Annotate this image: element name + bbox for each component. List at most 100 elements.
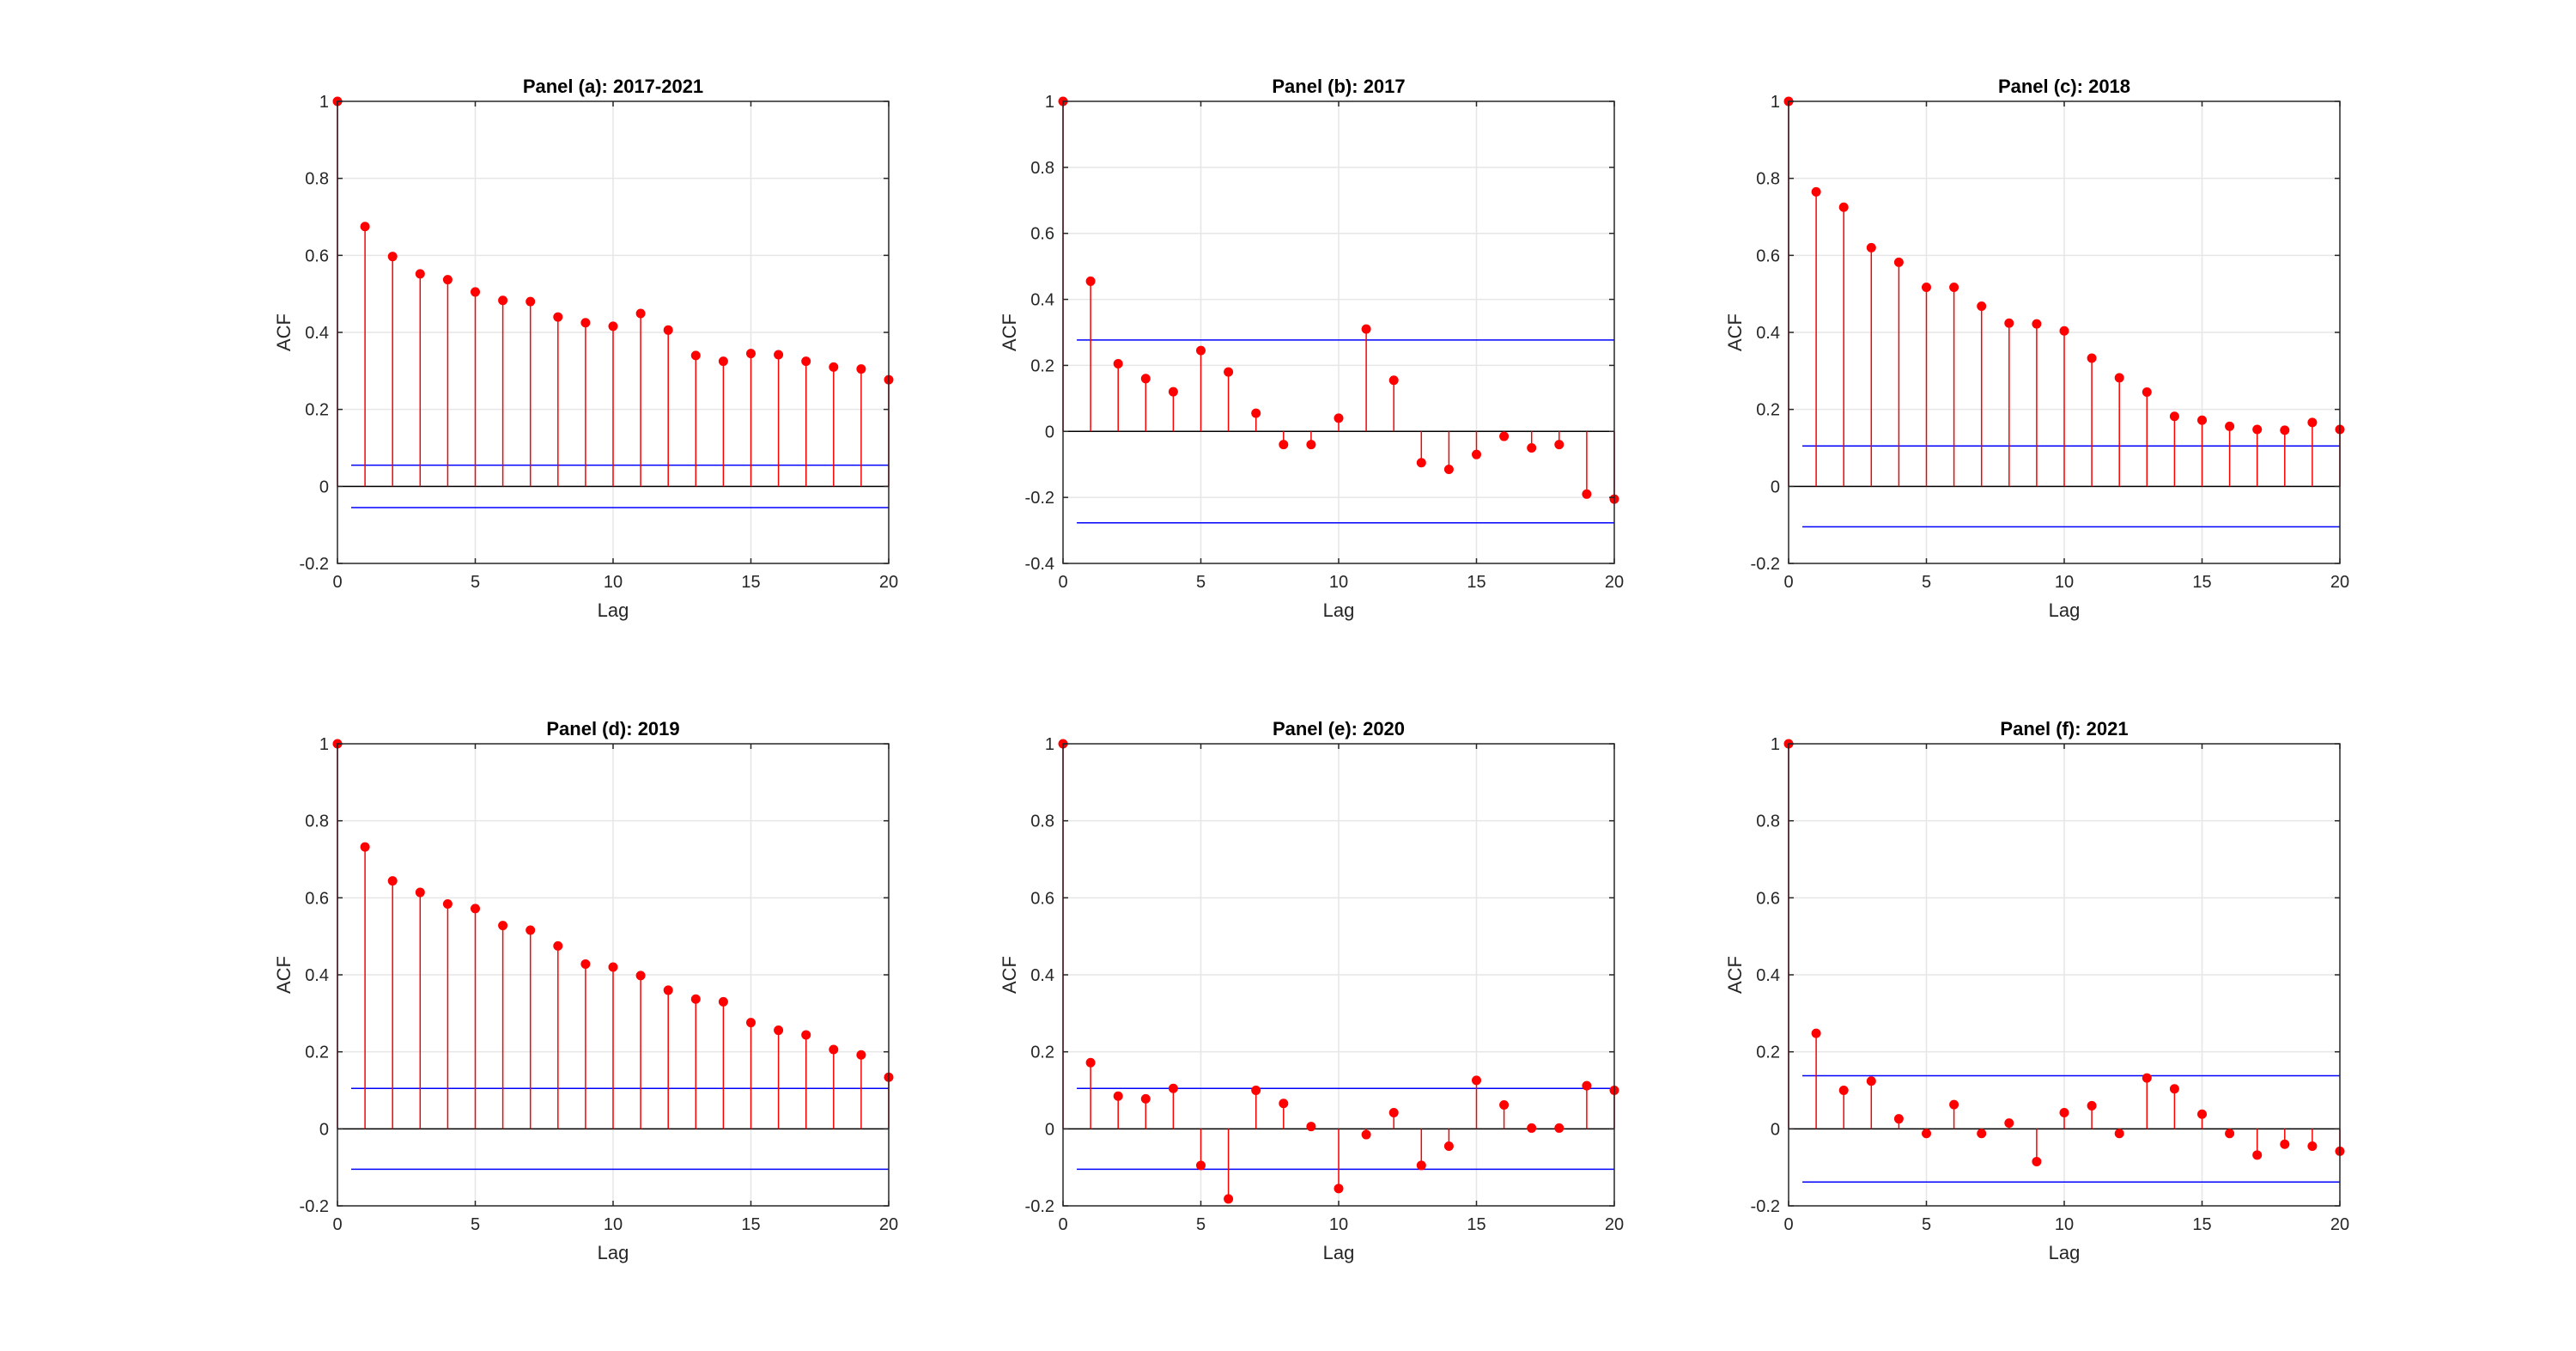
acf-marker — [1582, 1080, 1592, 1091]
panel-title: Panel (e): 2020 — [1273, 718, 1405, 739]
acf-marker — [2169, 1084, 2179, 1094]
acf-marker — [1582, 489, 1592, 499]
acf-marker — [2252, 424, 2263, 435]
acf-marker — [1893, 1114, 1904, 1124]
acf-marker — [2087, 353, 2097, 363]
acf-marker — [1140, 374, 1151, 384]
acf-marker — [1388, 1108, 1399, 1118]
acf-marker — [2032, 1156, 2042, 1166]
acf-marker — [1168, 1083, 1178, 1093]
y-axis-label: ACF — [999, 313, 1020, 351]
y-tick-label: 0.6 — [305, 246, 329, 265]
y-tick-label: 0 — [1045, 1120, 1054, 1139]
y-tick-label: 0.8 — [305, 170, 329, 189]
acf-marker — [1085, 276, 1096, 286]
acf-marker — [1893, 257, 1904, 267]
acf-marker — [2114, 1129, 2124, 1139]
acf-marker — [1922, 1129, 1931, 1139]
acf-marker — [663, 985, 673, 995]
acf-marker — [2307, 417, 2318, 428]
acf-marker — [801, 356, 811, 367]
y-tick-label: -0.2 — [1025, 1197, 1054, 1216]
y-tick-label: 0.6 — [1030, 889, 1054, 908]
acf-marker — [498, 295, 508, 306]
acf-marker — [1334, 1184, 1344, 1194]
acf-marker — [1472, 1075, 1481, 1086]
acf-marker — [774, 350, 784, 360]
acf-marker — [746, 349, 756, 359]
acf-marker — [2032, 319, 2042, 329]
acf-marker — [1499, 431, 1510, 441]
y-tick-label: 0.6 — [305, 889, 329, 908]
acf-marker — [360, 842, 370, 852]
acf-marker — [635, 308, 646, 319]
acf-marker — [1838, 202, 1849, 212]
x-tick-label: 15 — [2192, 573, 2211, 592]
acf-marker — [1224, 367, 1234, 377]
x-tick-label: 10 — [2055, 1215, 2074, 1234]
acf-marker — [690, 994, 701, 1004]
x-tick-label: 5 — [1922, 1215, 1931, 1234]
acf-marker — [1977, 1129, 1987, 1139]
x-tick-label: 15 — [741, 1215, 760, 1234]
acf-marker — [2059, 326, 2069, 336]
y-tick-label: 1 — [1771, 735, 1780, 754]
acf-marker — [2142, 386, 2152, 397]
panel-title: Panel (f): 2021 — [2000, 718, 2128, 739]
x-tick-label: 5 — [1196, 573, 1206, 592]
acf-marker — [1279, 1098, 1289, 1109]
acf-marker — [2087, 1100, 2097, 1111]
x-tick-label: 0 — [1058, 573, 1067, 592]
acf-marker — [387, 876, 398, 886]
acf-marker — [1085, 1057, 1096, 1068]
acf-marker — [1554, 440, 1564, 450]
acf-marker — [1811, 1028, 1821, 1038]
acf-marker — [2114, 373, 2124, 383]
x-tick-label: 5 — [1922, 573, 1931, 592]
x-tick-label: 10 — [2055, 573, 2074, 592]
acf-marker — [1416, 1160, 1426, 1171]
acf-marker — [1527, 1123, 1537, 1133]
x-tick-label: 0 — [1783, 1215, 1793, 1234]
x-axis-label: Lag — [1323, 1242, 1355, 1263]
x-tick-label: 0 — [1058, 1215, 1067, 1234]
y-tick-label: 0.4 — [1756, 324, 1780, 343]
acf-marker — [2225, 421, 2235, 431]
y-tick-label: -0.2 — [1751, 555, 1780, 574]
x-tick-label: 10 — [604, 1215, 623, 1234]
x-tick-label: 15 — [1467, 1215, 1485, 1234]
acf-marker — [1113, 1091, 1123, 1101]
acf-marker — [1251, 408, 1261, 418]
y-tick-label: 0.8 — [1030, 812, 1054, 831]
x-tick-label: 15 — [2192, 1215, 2211, 1234]
y-tick-label: -0.2 — [1751, 1197, 1780, 1216]
x-tick-label: 0 — [332, 1215, 342, 1234]
acf-marker — [856, 1050, 866, 1060]
acf-marker — [2197, 1109, 2207, 1119]
acf-marker — [2004, 318, 2014, 328]
x-tick-label: 15 — [1467, 573, 1485, 592]
acf-marker — [580, 958, 591, 969]
acf-marker — [360, 222, 370, 232]
acf-marker — [635, 971, 646, 981]
y-axis-label: ACF — [273, 313, 295, 351]
y-axis-label: ACF — [1724, 956, 1746, 994]
acf-marker — [1866, 1076, 1876, 1086]
acf-marker — [2280, 425, 2290, 435]
acf-marker — [1527, 443, 1537, 453]
y-tick-label: 0.4 — [305, 966, 329, 985]
acf-marker — [2142, 1073, 2152, 1083]
panel-title: Panel (b): 2017 — [1272, 76, 1405, 97]
y-tick-label: -0.2 — [300, 555, 329, 574]
y-tick-label: -0.2 — [300, 1197, 329, 1216]
acf-marker — [608, 321, 618, 332]
y-tick-label: 0.8 — [1030, 159, 1054, 178]
x-tick-label: 20 — [1605, 573, 1624, 592]
y-tick-label: 0.8 — [1756, 170, 1780, 189]
acf-marker — [553, 940, 563, 951]
acf-marker — [2169, 411, 2179, 422]
acf-marker — [415, 269, 425, 279]
acf-marker — [1361, 1129, 1371, 1140]
y-tick-label: 1 — [319, 735, 329, 754]
